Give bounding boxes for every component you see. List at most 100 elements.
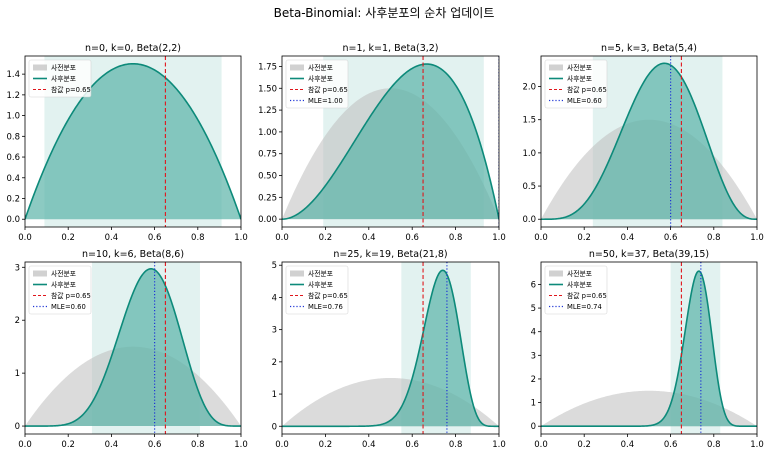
legend-box [285, 59, 349, 109]
y-tick-label: 0 [531, 422, 536, 432]
x-tick-label: 0.6 [664, 233, 678, 243]
x-tick-label: 0.6 [148, 233, 162, 243]
plot-area [282, 56, 499, 227]
figure-title: Beta-Binomial: 사후분포의 순차 업데이트 [274, 6, 495, 20]
plot-area [282, 262, 499, 434]
posterior-area [282, 64, 499, 220]
legend-label: 사전분포 [51, 269, 76, 278]
posterior-line [25, 267, 241, 427]
subplot-1: 0.0 0.2 0.4 0.6 0.8 1.0 0.0 0.2 0.4 0.6 0.8 1.0 1.2 1… [6, 43, 247, 243]
x-tick-label: 0.4 [105, 233, 119, 243]
axes-frame [281, 261, 500, 435]
x-tick-label: 0.8 [449, 233, 463, 243]
posterior-area [25, 63, 241, 220]
x-tick-label: 0.6 [405, 440, 419, 450]
subplot-6: 0.0 0.2 0.4 0.6 0.8 1.0 0 1 2 3 4 5 6 n=50, k=37, Bet… [531, 249, 764, 450]
subplot-title: n=50, k=37, Beta(39,15) [589, 249, 709, 260]
x-tick-label: 1.0 [750, 440, 764, 450]
axes-frame [24, 55, 242, 228]
y-tick-label: 0 [272, 422, 277, 432]
y-tick-label: 0.75 [258, 150, 277, 160]
y-tick-label: 1.0 [522, 149, 536, 159]
legend-swatch-prior [549, 64, 563, 71]
subplot-2: 0.0 0.2 0.4 0.6 0.8 1.0 0.00 0.25 0.50 0.75 1.00 1.… [258, 43, 506, 243]
y-tick-label: 3 [531, 351, 536, 361]
y-tick-label: 1.00 [258, 128, 277, 138]
legend-box [544, 59, 608, 109]
y-tick-label: 2.0 [522, 83, 536, 93]
x-tick-label: 0.4 [362, 233, 376, 243]
y-tick-label: 3 [15, 263, 20, 273]
x-tick-label: 0.2 [577, 233, 591, 243]
x-tick-label: 1.0 [492, 440, 506, 450]
legend-label: MLE=0.60 [567, 97, 602, 105]
x-tick-label: 0.8 [191, 233, 205, 243]
legend-label: 참값 p=0.65 [567, 86, 607, 94]
y-tick-label: 5 [272, 261, 277, 271]
legend-label: 사후분포 [308, 74, 333, 83]
x-tick-label: 0.0 [275, 440, 289, 450]
legend-label: 사전분포 [308, 269, 333, 278]
x-tick-label: 1.0 [234, 440, 248, 450]
y-tick-label: 0.4 [6, 174, 20, 184]
x-tick-label: 0.0 [18, 233, 32, 243]
plot-area [541, 56, 757, 227]
y-tick-label: 1.5 [522, 116, 536, 126]
x-tick-label: 1.0 [234, 233, 248, 243]
x-tick-label: 0.2 [61, 440, 75, 450]
x-tick-label: 0.8 [191, 440, 205, 450]
y-tick-label: 1.4 [6, 70, 20, 80]
legend-swatch-prior [549, 270, 563, 277]
x-tick-label: 1.0 [492, 233, 506, 243]
y-tick-label: 1 [531, 399, 536, 409]
y-tick-label: 0.00 [258, 215, 277, 225]
y-tick-label: 2 [531, 375, 536, 385]
y-tick-label: 0.5 [522, 182, 536, 192]
x-tick-label: 0.4 [621, 233, 635, 243]
x-tick-label: 0.8 [707, 440, 721, 450]
legend-label: 참값 p=0.65 [308, 292, 348, 300]
posterior-area [282, 270, 499, 427]
legend-swatch-prior [33, 64, 47, 71]
axes-frame [540, 261, 758, 435]
x-tick-label: 0.2 [61, 233, 75, 243]
y-tick-label: 1.2 [6, 91, 20, 101]
legend-swatch-prior [290, 64, 304, 71]
posterior-area [541, 63, 757, 220]
x-tick-label: 0.0 [534, 233, 548, 243]
legend-label: 사후분포 [51, 280, 76, 289]
axes-frame [281, 55, 500, 228]
subplot-5: 0.0 0.2 0.4 0.6 0.8 1.0 0 1 2 3 4 5 n=25, k=19, Beta… [272, 249, 506, 450]
subplot-title: n=0, k=0, Beta(2,2) [85, 43, 181, 54]
y-tick-label: 0.8 [6, 132, 20, 142]
legend-label: MLE=0.76 [308, 303, 343, 311]
plot-area [25, 56, 241, 227]
x-tick-label: 0.6 [405, 233, 419, 243]
x-tick-label: 0.2 [319, 233, 333, 243]
y-tick-label: 0.0 [522, 215, 536, 225]
legend-label: 참값 p=0.65 [51, 292, 91, 300]
subplot-4: 0.0 0.2 0.4 0.6 0.8 1.0 0 1 2 3 n=10, k=6, Beta(8,… [15, 249, 248, 450]
legend-label: MLE=0.60 [51, 303, 86, 311]
subplot-title: n=1, k=1, Beta(3,2) [342, 43, 438, 54]
subplot-3: 0.0 0.2 0.4 0.6 0.8 1.0 0.0 0.5 1.0 1.5 2.0 n=5, k=… [522, 43, 763, 243]
legend-label: 참값 p=0.65 [51, 86, 91, 94]
y-tick-label: 1.50 [258, 84, 277, 94]
legend-swatch-prior [33, 270, 47, 277]
y-tick-label: 1.0 [6, 112, 20, 122]
y-tick-label: 2 [272, 358, 277, 368]
axes-frame [540, 55, 758, 228]
posterior-line [282, 269, 499, 428]
x-tick-label: 0.0 [18, 440, 32, 450]
legend-label: MLE=1.00 [308, 97, 343, 105]
y-tick-label: 3 [272, 326, 277, 336]
plot-area [25, 262, 241, 434]
x-tick-label: 0.4 [105, 440, 119, 450]
subplot-title: n=10, k=6, Beta(8,6) [82, 249, 184, 260]
posterior-line [25, 62, 241, 220]
y-tick-label: 0 [15, 422, 20, 432]
legend-box [28, 265, 92, 315]
y-tick-label: 0.2 [6, 195, 20, 205]
legend-label: 사후분포 [308, 280, 333, 289]
legend-label: 사후분포 [51, 74, 76, 83]
